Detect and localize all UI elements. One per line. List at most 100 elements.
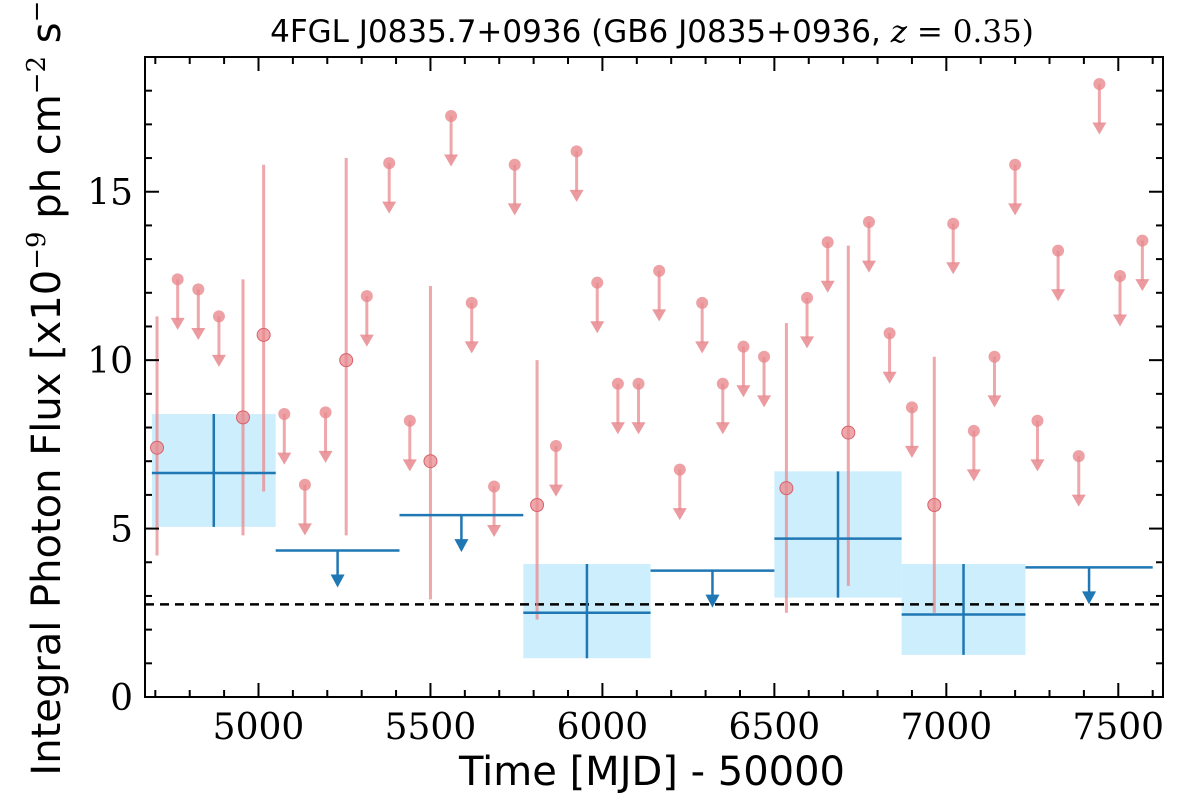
short-bin-upper-limit-point — [171, 273, 184, 286]
short-bin-upper-limit-point — [1093, 77, 1106, 90]
short-bin-upper-limit-point — [632, 377, 645, 390]
short-bin-upper-limit-arrow — [820, 280, 835, 293]
short-bin-upper-limit-point — [1009, 158, 1022, 171]
short-bin-upper-limit-arrow — [946, 262, 961, 275]
long-bin-upper-limit-arrow — [705, 594, 720, 608]
short-bin-upper-limit-arrow — [652, 309, 667, 322]
short-bin-upper-limit-point — [673, 463, 686, 476]
short-bin-upper-limit-arrow — [1030, 459, 1045, 472]
short-bin-upper-limit-point — [212, 310, 225, 323]
short-bin-upper-limit-arrow — [757, 395, 772, 408]
short-bin-upper-limit-point — [758, 350, 771, 363]
short-bin-upper-limit-arrow — [987, 395, 1002, 408]
short-bin-upper-limit-arrow — [548, 484, 563, 497]
short-bin-upper-limit-point — [1031, 414, 1044, 427]
short-bin-upper-limit-arrow — [444, 154, 459, 167]
short-bin-upper-limit-point — [862, 216, 875, 229]
short-bin-upper-limit-point — [1136, 234, 1149, 247]
x-tick-label: 7500 — [1072, 707, 1164, 748]
y-tick-label: 15 — [87, 173, 133, 214]
short-bin-upper-limit-point — [319, 406, 332, 419]
short-bin-upper-limit-arrow — [191, 327, 206, 340]
long-bin-upper-limit-arrow — [330, 574, 345, 588]
short-bin-upper-limit-point — [801, 291, 814, 304]
short-bin-upper-limit-arrow — [382, 201, 397, 214]
short-bin-upper-limit-arrow — [672, 508, 687, 521]
short-bin-upper-limit-point — [488, 480, 501, 493]
short-bin-upper-limit-arrow — [800, 336, 815, 349]
short-bin-upper-limit-arrow — [1071, 494, 1086, 507]
short-bin-upper-limit-arrow — [695, 341, 710, 354]
short-bin-point — [339, 353, 354, 368]
short-bin-upper-limit-arrow — [715, 422, 730, 435]
short-bin-upper-limit-arrow — [170, 317, 185, 330]
plot-frame — [144, 56, 1164, 698]
long-bin-upper-limit-arrow — [454, 539, 469, 553]
x-tick-label: 5500 — [385, 707, 477, 748]
short-bin-upper-limit-point — [967, 424, 980, 437]
short-bin-upper-limit-point — [549, 440, 562, 453]
short-bin-upper-limit-point — [360, 290, 373, 303]
short-bin-series — [150, 77, 1150, 620]
short-bin-upper-limit-point — [1052, 244, 1065, 257]
short-bin-upper-limit-arrow — [966, 469, 981, 482]
short-bin-upper-limit-point — [278, 408, 291, 421]
short-bin-upper-limit-point — [883, 327, 896, 340]
short-bin-upper-limit-point — [570, 145, 583, 158]
y-tick-label: 10 — [87, 341, 133, 382]
short-bin-point — [530, 498, 545, 512]
short-bin-upper-limit-arrow — [211, 354, 226, 367]
short-bin-upper-limit-arrow — [1051, 289, 1066, 302]
short-bin-point — [256, 327, 271, 342]
short-bin-upper-limit-arrow — [904, 445, 919, 458]
short-bin-point — [927, 498, 942, 512]
chart-title: 4FGL J0835.7+0936 (GB6 J0835+0936, z = 0… — [270, 14, 1034, 50]
short-bin-upper-limit-arrow — [1113, 314, 1128, 327]
short-bin-upper-limit-point — [696, 296, 709, 309]
short-bin-upper-limit-arrow — [402, 459, 417, 472]
short-bin-upper-limit-point — [403, 414, 416, 427]
short-bin-upper-limit-point — [192, 283, 205, 296]
long-bin-series — [151, 414, 1153, 659]
short-bin-upper-limit-point — [1072, 450, 1085, 463]
short-bin-upper-limit-arrow — [610, 422, 625, 435]
short-bin-upper-limit-point — [298, 478, 311, 491]
short-bin-point — [841, 425, 856, 440]
short-bin-upper-limit-point — [383, 157, 396, 170]
axes: 5000 5500 6000 6500 7000 7500 0 5 10 15 — [87, 56, 1164, 748]
short-bin-point — [236, 410, 251, 425]
x-axis-label: Time [MJD] - 50000 — [458, 749, 845, 795]
short-bin-upper-limit-point — [445, 109, 458, 122]
short-bin-upper-limit-arrow — [590, 321, 605, 334]
short-bin-upper-limit-point — [591, 276, 604, 289]
y-tick-label: 5 — [110, 510, 133, 551]
short-bin-upper-limit-point — [653, 264, 666, 277]
short-bin-upper-limit-arrow — [464, 341, 479, 354]
x-tick-label: 7000 — [901, 707, 993, 748]
short-bin-upper-limit-point — [716, 377, 729, 390]
short-bin-upper-limit-arrow — [359, 334, 374, 347]
x-tick-label: 6500 — [729, 707, 821, 748]
short-bin-upper-limit-arrow — [487, 525, 502, 537]
short-bin-upper-limit-arrow — [277, 452, 292, 465]
short-bin-upper-limit-arrow — [631, 422, 646, 435]
long-bin-upper-limit-arrow — [1082, 591, 1097, 605]
short-bin-upper-limit-arrow — [569, 189, 584, 202]
short-bin-point — [150, 440, 165, 455]
short-bin-upper-limit-arrow — [882, 371, 897, 384]
short-bin-upper-limit-point — [737, 340, 750, 353]
short-bin-upper-limit-arrow — [1092, 122, 1107, 135]
short-bin-point — [423, 454, 438, 469]
short-bin-upper-limit-arrow — [1135, 279, 1150, 292]
short-bin-upper-limit-point — [905, 401, 918, 414]
short-bin-upper-limit-arrow — [318, 450, 333, 463]
short-bin-point — [779, 481, 794, 496]
short-bin-upper-limit-arrow — [507, 203, 522, 216]
short-bin-upper-limit-arrow — [297, 523, 312, 536]
short-bin-upper-limit-arrow — [1008, 203, 1023, 216]
short-bin-upper-limit-arrow — [861, 260, 876, 273]
short-bin-upper-limit-point — [508, 158, 521, 171]
short-bin-upper-limit-point — [611, 377, 624, 390]
